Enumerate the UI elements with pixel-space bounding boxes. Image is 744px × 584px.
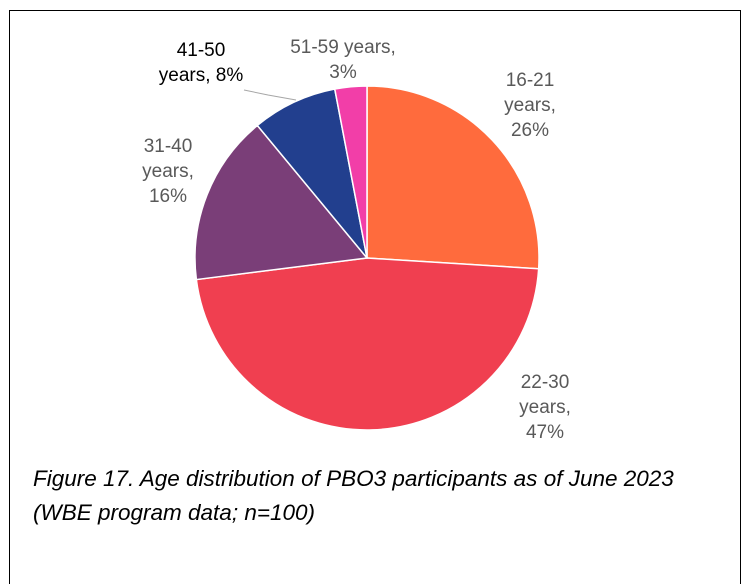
pie-slice [194, 124, 369, 281]
slice-label: 22-30 years, 47% [519, 372, 571, 443]
leader-line [243, 89, 297, 101]
slice-label: 16-21 years, 26% [504, 70, 556, 141]
slice-label: 41-50 years, 8% [159, 40, 244, 86]
slice-label: 51-59 years, 3% [290, 37, 396, 83]
pie-slice [333, 85, 368, 259]
pie-slice [195, 257, 540, 431]
figure-frame [9, 10, 741, 584]
slice-label: 31-40 years, 16% [142, 136, 194, 207]
figure-caption: Figure 17. Age distribution of PBO3 part… [33, 466, 674, 525]
pie-slice [366, 85, 540, 270]
